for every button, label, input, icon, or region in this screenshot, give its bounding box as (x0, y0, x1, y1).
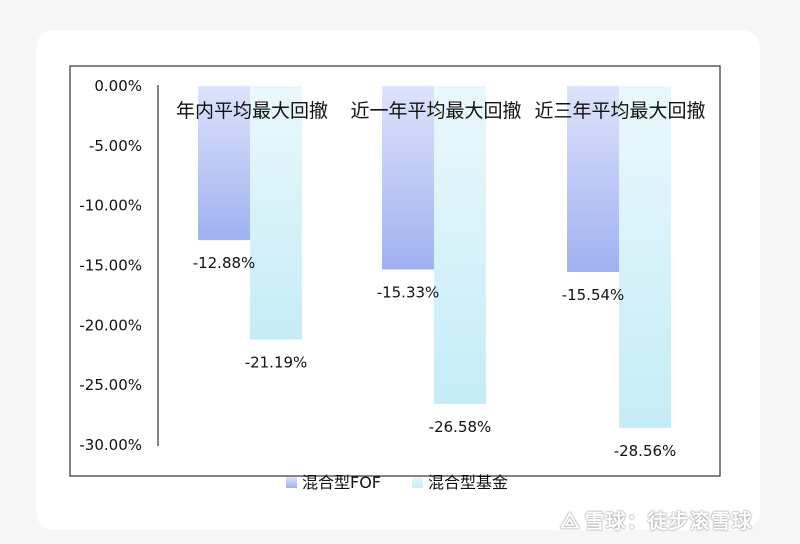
y-tick-label: -30.00% (79, 436, 142, 454)
y-tick-label: -5.00% (89, 137, 142, 155)
data-label: -15.33% (377, 283, 440, 301)
y-tick-label: -15.00% (79, 257, 142, 275)
bar-fund-0 (250, 86, 302, 340)
bar-fund-1 (434, 86, 486, 405)
category-label: 近三年平均最大回撤 (534, 100, 705, 122)
bar-fof-2 (567, 86, 619, 272)
y-tick-label: -20.00% (79, 316, 142, 334)
y-tick-label: 0.00% (94, 77, 142, 95)
legend-swatch (412, 477, 423, 488)
legend-label: 混合型FOF (302, 473, 381, 492)
category-label: 近一年平均最大回撤 (350, 100, 521, 122)
watermark-text: 雪球：徒步滚雪球 (584, 509, 753, 533)
y-tick-label: -10.00% (79, 197, 142, 215)
data-label: -15.54% (562, 286, 625, 304)
data-label: -12.88% (193, 254, 256, 272)
legend-swatch (286, 477, 297, 488)
y-tick-label: -25.00% (79, 376, 142, 394)
bar-fund-2 (619, 86, 671, 428)
bar-fof-1 (382, 86, 434, 270)
data-label: -21.19% (245, 354, 308, 372)
plot-frame (69, 65, 721, 477)
data-label: -28.56% (614, 442, 677, 460)
bar-fof-0 (198, 86, 250, 241)
category-label: 年内平均最大回撤 (176, 100, 328, 122)
watermark: ⟁ 雪球：徒步滚雪球 (560, 505, 753, 534)
data-label: -26.58% (429, 418, 492, 436)
legend-label: 混合型基金 (428, 473, 508, 492)
snowball-logo-icon: ⟁ (560, 509, 581, 534)
